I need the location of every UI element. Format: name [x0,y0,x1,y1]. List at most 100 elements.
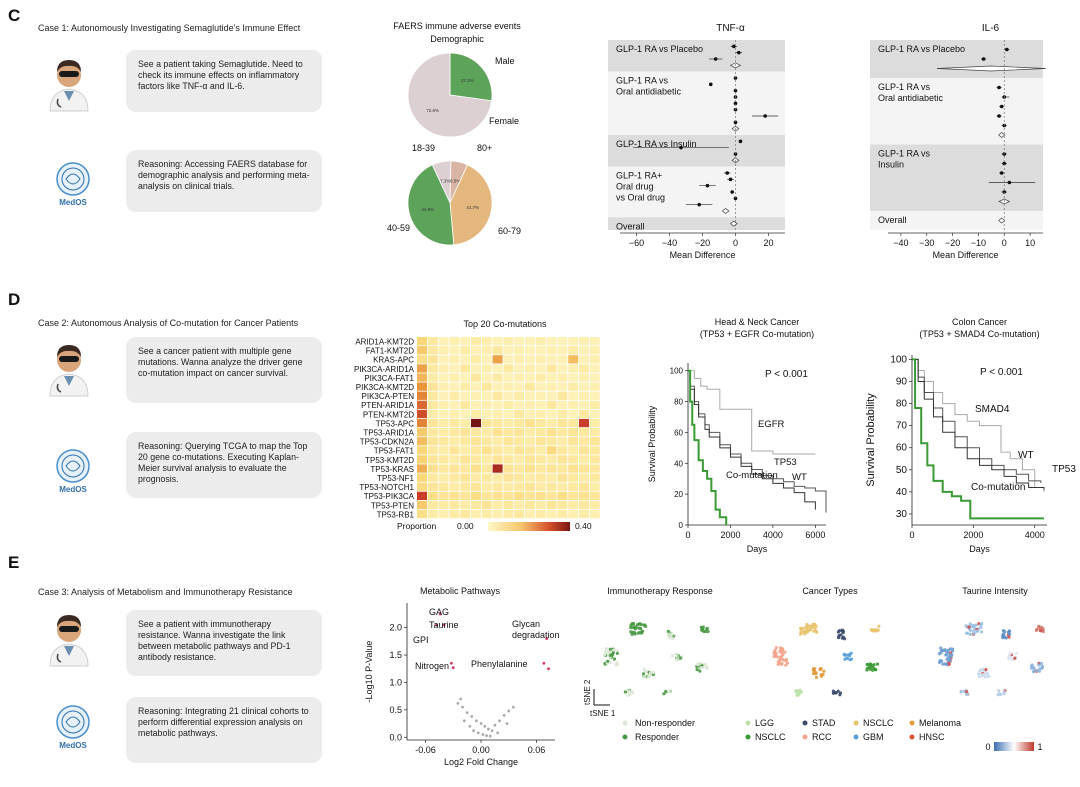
tsne-taurine-point [978,669,982,673]
heatmap-cell [481,428,492,437]
volcano-y-tick-label: 0.5 [389,705,402,715]
heatmap-cell [525,364,535,373]
km-x-label: Days [747,544,768,554]
forest-point [1005,47,1009,52]
volcano-point [450,661,453,665]
km-y-tick-label: 40 [896,487,908,498]
heatmap-cell [525,373,535,382]
tsne-cancer-point [847,652,851,657]
heatmap-cell [589,364,600,373]
pie-label-80plus: 80+ [477,143,492,153]
forest-point [697,202,701,207]
heatmap-cell [471,491,481,500]
km-curve-smad4 [912,358,1045,492]
tsne-cancer-point [803,629,807,634]
heatmap-cell [492,355,503,364]
heatmap-cell [417,455,427,464]
forest-x-tick-label: −40 [662,238,677,248]
heatmap-cell [514,355,525,364]
heatmap-cell [535,418,546,428]
heatmap-cell [417,509,427,519]
heatmap-cell [438,428,449,437]
heatmap-cell [514,464,525,473]
tsne-response-point [608,653,612,658]
forest-group-band [608,135,785,167]
heatmap-cell [546,337,557,346]
heatmap-cell [427,509,438,519]
legend-swatch [909,734,915,740]
forest-x-tick-label: −40 [893,238,908,248]
forest-group-band [608,71,785,135]
heatmap-cell [579,491,589,500]
heatmap-cell [589,409,600,419]
forest-point [705,183,710,188]
heatmap-cell [427,491,438,500]
tsne-response-point [642,623,646,627]
forest-x-tick-label: −30 [919,238,934,248]
heatmap-cell [546,455,557,464]
heatmap-cell [449,364,460,373]
heatmap-cell [535,391,546,400]
heatmap-cell [568,355,579,364]
volcano-point [511,705,515,709]
taurine-colorbar-min: 0 [985,742,990,752]
heatmap-cell [589,400,600,409]
heatmap-cell [557,473,568,482]
doctor-avatar-icon [49,60,89,112]
tsne-response-point [641,672,646,676]
heatmap-cell [438,446,449,455]
heatmap-cell [471,382,481,391]
tsne-response-point [662,692,666,696]
heatmap-cell [449,418,460,428]
forest-group-label: Oral drug [616,182,654,192]
comutation-heatmap: Top 20 Co-mutations ARID1A-KMT2DFAT1-KMT2… [354,319,600,531]
heatmap-cell [557,364,568,373]
heatmap-row-label: PTEN-KMT2D [363,410,414,419]
heatmap-cell [481,409,492,419]
tsne-taurine-point [964,624,968,628]
volcano-point [438,612,442,616]
doctor-avatar-icon [49,345,89,397]
forest-title: IL-6 [982,23,1000,34]
tsne-taurine-point [1007,632,1012,636]
heatmap-cell [481,482,492,491]
taurine-colorbar-max: 1 [1037,742,1042,752]
heatmap-cell [579,418,589,428]
heatmap-cell [579,382,589,391]
heatmap-cell [589,428,600,437]
heatmap-row-label: TP53-CDKN2A [360,438,415,447]
tsne-response-point [675,654,679,658]
tsne-taurine-point [980,621,984,626]
tsne-taurine-point [943,649,947,653]
legend-label-cancer: Melanoma [919,718,961,728]
tsne-taurine-point [1004,636,1008,640]
volcano-y-tick-label: 2.0 [389,623,402,633]
panel-label-c: C [8,6,21,25]
km-series-label: TP53 [1052,464,1076,475]
heatmap-cell [535,473,546,482]
heatmap-cell [438,473,449,482]
tsne-taurine-point [965,631,969,635]
heatmap-cell [471,337,481,346]
heatmap-cell [514,509,525,519]
heatmap-cell [449,355,460,364]
heatmap-cell [535,364,546,373]
forest-group-band [608,40,785,72]
forest-point [737,50,741,55]
tsne-cancer-point [813,669,817,674]
tsne-response-title: Immunotherapy Response [607,586,713,596]
forest-group-label: Oral antidiabetic [616,87,682,97]
tsne-taurine-point [979,630,984,634]
km-y-label: Survival Probability [647,405,657,482]
tsne-cancer-point [800,626,804,631]
volcano-annotation-nitrogen: Nitrogen [415,661,449,671]
heatmap-cell [514,364,525,373]
tsne-response-point [608,647,612,651]
heatmap-cell [525,428,535,437]
tsne-taurine-point [975,629,979,634]
volcano-point [485,734,488,738]
pie-label-female: Female [489,116,519,126]
heatmap-cell [471,355,481,364]
legend-label-cancer: HNSC [919,732,945,742]
forest-group-label: GLP-1 RA vs [616,76,669,86]
